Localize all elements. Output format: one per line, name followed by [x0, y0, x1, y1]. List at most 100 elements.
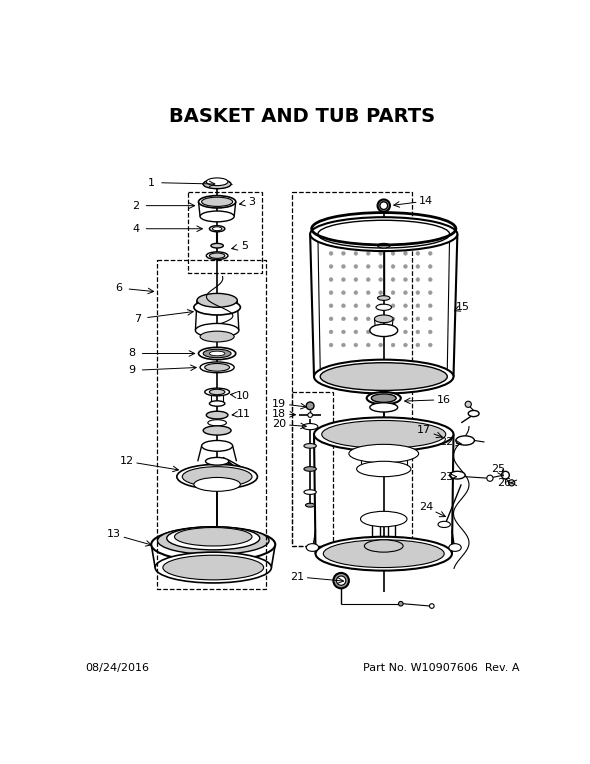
- Circle shape: [366, 343, 370, 347]
- Circle shape: [404, 330, 407, 334]
- Ellipse shape: [468, 410, 479, 416]
- Text: 4: 4: [132, 224, 139, 234]
- Circle shape: [391, 343, 395, 347]
- Circle shape: [329, 317, 333, 321]
- Circle shape: [379, 251, 382, 255]
- Circle shape: [391, 277, 395, 281]
- Ellipse shape: [177, 465, 257, 489]
- Circle shape: [342, 317, 345, 321]
- Ellipse shape: [209, 253, 225, 258]
- Ellipse shape: [203, 426, 231, 435]
- Circle shape: [391, 330, 395, 334]
- Circle shape: [354, 251, 358, 255]
- Ellipse shape: [205, 458, 229, 465]
- Circle shape: [404, 317, 407, 321]
- Circle shape: [366, 251, 370, 255]
- Ellipse shape: [314, 360, 454, 393]
- Circle shape: [404, 304, 407, 308]
- Circle shape: [430, 604, 434, 608]
- Circle shape: [416, 317, 420, 321]
- Ellipse shape: [304, 467, 316, 471]
- Circle shape: [342, 343, 345, 347]
- Text: 6: 6: [115, 283, 122, 293]
- Ellipse shape: [349, 445, 419, 463]
- Ellipse shape: [163, 555, 264, 580]
- Bar: [188, 192, 262, 273]
- Circle shape: [379, 330, 382, 334]
- Ellipse shape: [449, 544, 461, 552]
- Text: BASKET AND TUB PARTS: BASKET AND TUB PARTS: [169, 107, 435, 126]
- Text: 24: 24: [419, 503, 434, 513]
- Ellipse shape: [304, 444, 316, 448]
- Circle shape: [342, 330, 345, 334]
- Text: 1: 1: [148, 177, 155, 187]
- Circle shape: [354, 317, 358, 321]
- Circle shape: [416, 264, 420, 268]
- Circle shape: [329, 264, 333, 268]
- Ellipse shape: [194, 299, 240, 315]
- Circle shape: [398, 601, 403, 606]
- Circle shape: [342, 304, 345, 308]
- Ellipse shape: [197, 293, 237, 307]
- Circle shape: [354, 304, 358, 308]
- Text: 26: 26: [497, 478, 511, 488]
- Circle shape: [428, 291, 432, 295]
- Ellipse shape: [314, 417, 454, 452]
- Circle shape: [329, 251, 333, 255]
- Ellipse shape: [209, 401, 225, 406]
- Text: 9: 9: [128, 365, 136, 375]
- Circle shape: [308, 413, 313, 417]
- Circle shape: [391, 264, 395, 268]
- Ellipse shape: [306, 503, 315, 507]
- Ellipse shape: [378, 244, 390, 248]
- Ellipse shape: [195, 323, 239, 338]
- Ellipse shape: [370, 403, 398, 412]
- Text: 08/24/2016: 08/24/2016: [86, 662, 149, 672]
- Text: 5: 5: [241, 241, 248, 251]
- Circle shape: [379, 317, 382, 321]
- Circle shape: [428, 251, 432, 255]
- Circle shape: [428, 343, 432, 347]
- Circle shape: [366, 304, 370, 308]
- Ellipse shape: [200, 331, 234, 342]
- Circle shape: [428, 277, 432, 281]
- Ellipse shape: [155, 552, 271, 583]
- Circle shape: [342, 264, 345, 268]
- Ellipse shape: [209, 390, 225, 395]
- Ellipse shape: [200, 362, 234, 373]
- Circle shape: [465, 401, 471, 407]
- Circle shape: [379, 304, 382, 308]
- Ellipse shape: [438, 521, 450, 527]
- Circle shape: [391, 317, 395, 321]
- Ellipse shape: [450, 471, 465, 479]
- Ellipse shape: [206, 411, 228, 419]
- Circle shape: [416, 251, 420, 255]
- Ellipse shape: [202, 197, 232, 206]
- Circle shape: [354, 291, 358, 295]
- Ellipse shape: [378, 296, 390, 300]
- Text: 10: 10: [235, 391, 250, 401]
- Circle shape: [428, 330, 432, 334]
- Ellipse shape: [211, 244, 224, 248]
- Text: 25: 25: [491, 464, 506, 474]
- Ellipse shape: [198, 196, 236, 208]
- Circle shape: [380, 202, 388, 209]
- Text: 22: 22: [438, 437, 453, 447]
- Circle shape: [416, 291, 420, 295]
- Bar: [292, 192, 412, 546]
- Circle shape: [329, 330, 333, 334]
- Circle shape: [428, 264, 432, 268]
- Circle shape: [428, 317, 432, 321]
- Ellipse shape: [375, 315, 393, 322]
- Text: 7: 7: [134, 314, 141, 324]
- Circle shape: [342, 277, 345, 281]
- Ellipse shape: [304, 490, 316, 494]
- Text: 8: 8: [128, 348, 136, 358]
- Text: 21: 21: [290, 571, 304, 581]
- Ellipse shape: [360, 511, 407, 526]
- Text: 3: 3: [248, 197, 255, 207]
- Ellipse shape: [370, 324, 398, 336]
- Circle shape: [379, 343, 382, 347]
- Ellipse shape: [182, 467, 252, 487]
- Text: 12: 12: [119, 456, 133, 466]
